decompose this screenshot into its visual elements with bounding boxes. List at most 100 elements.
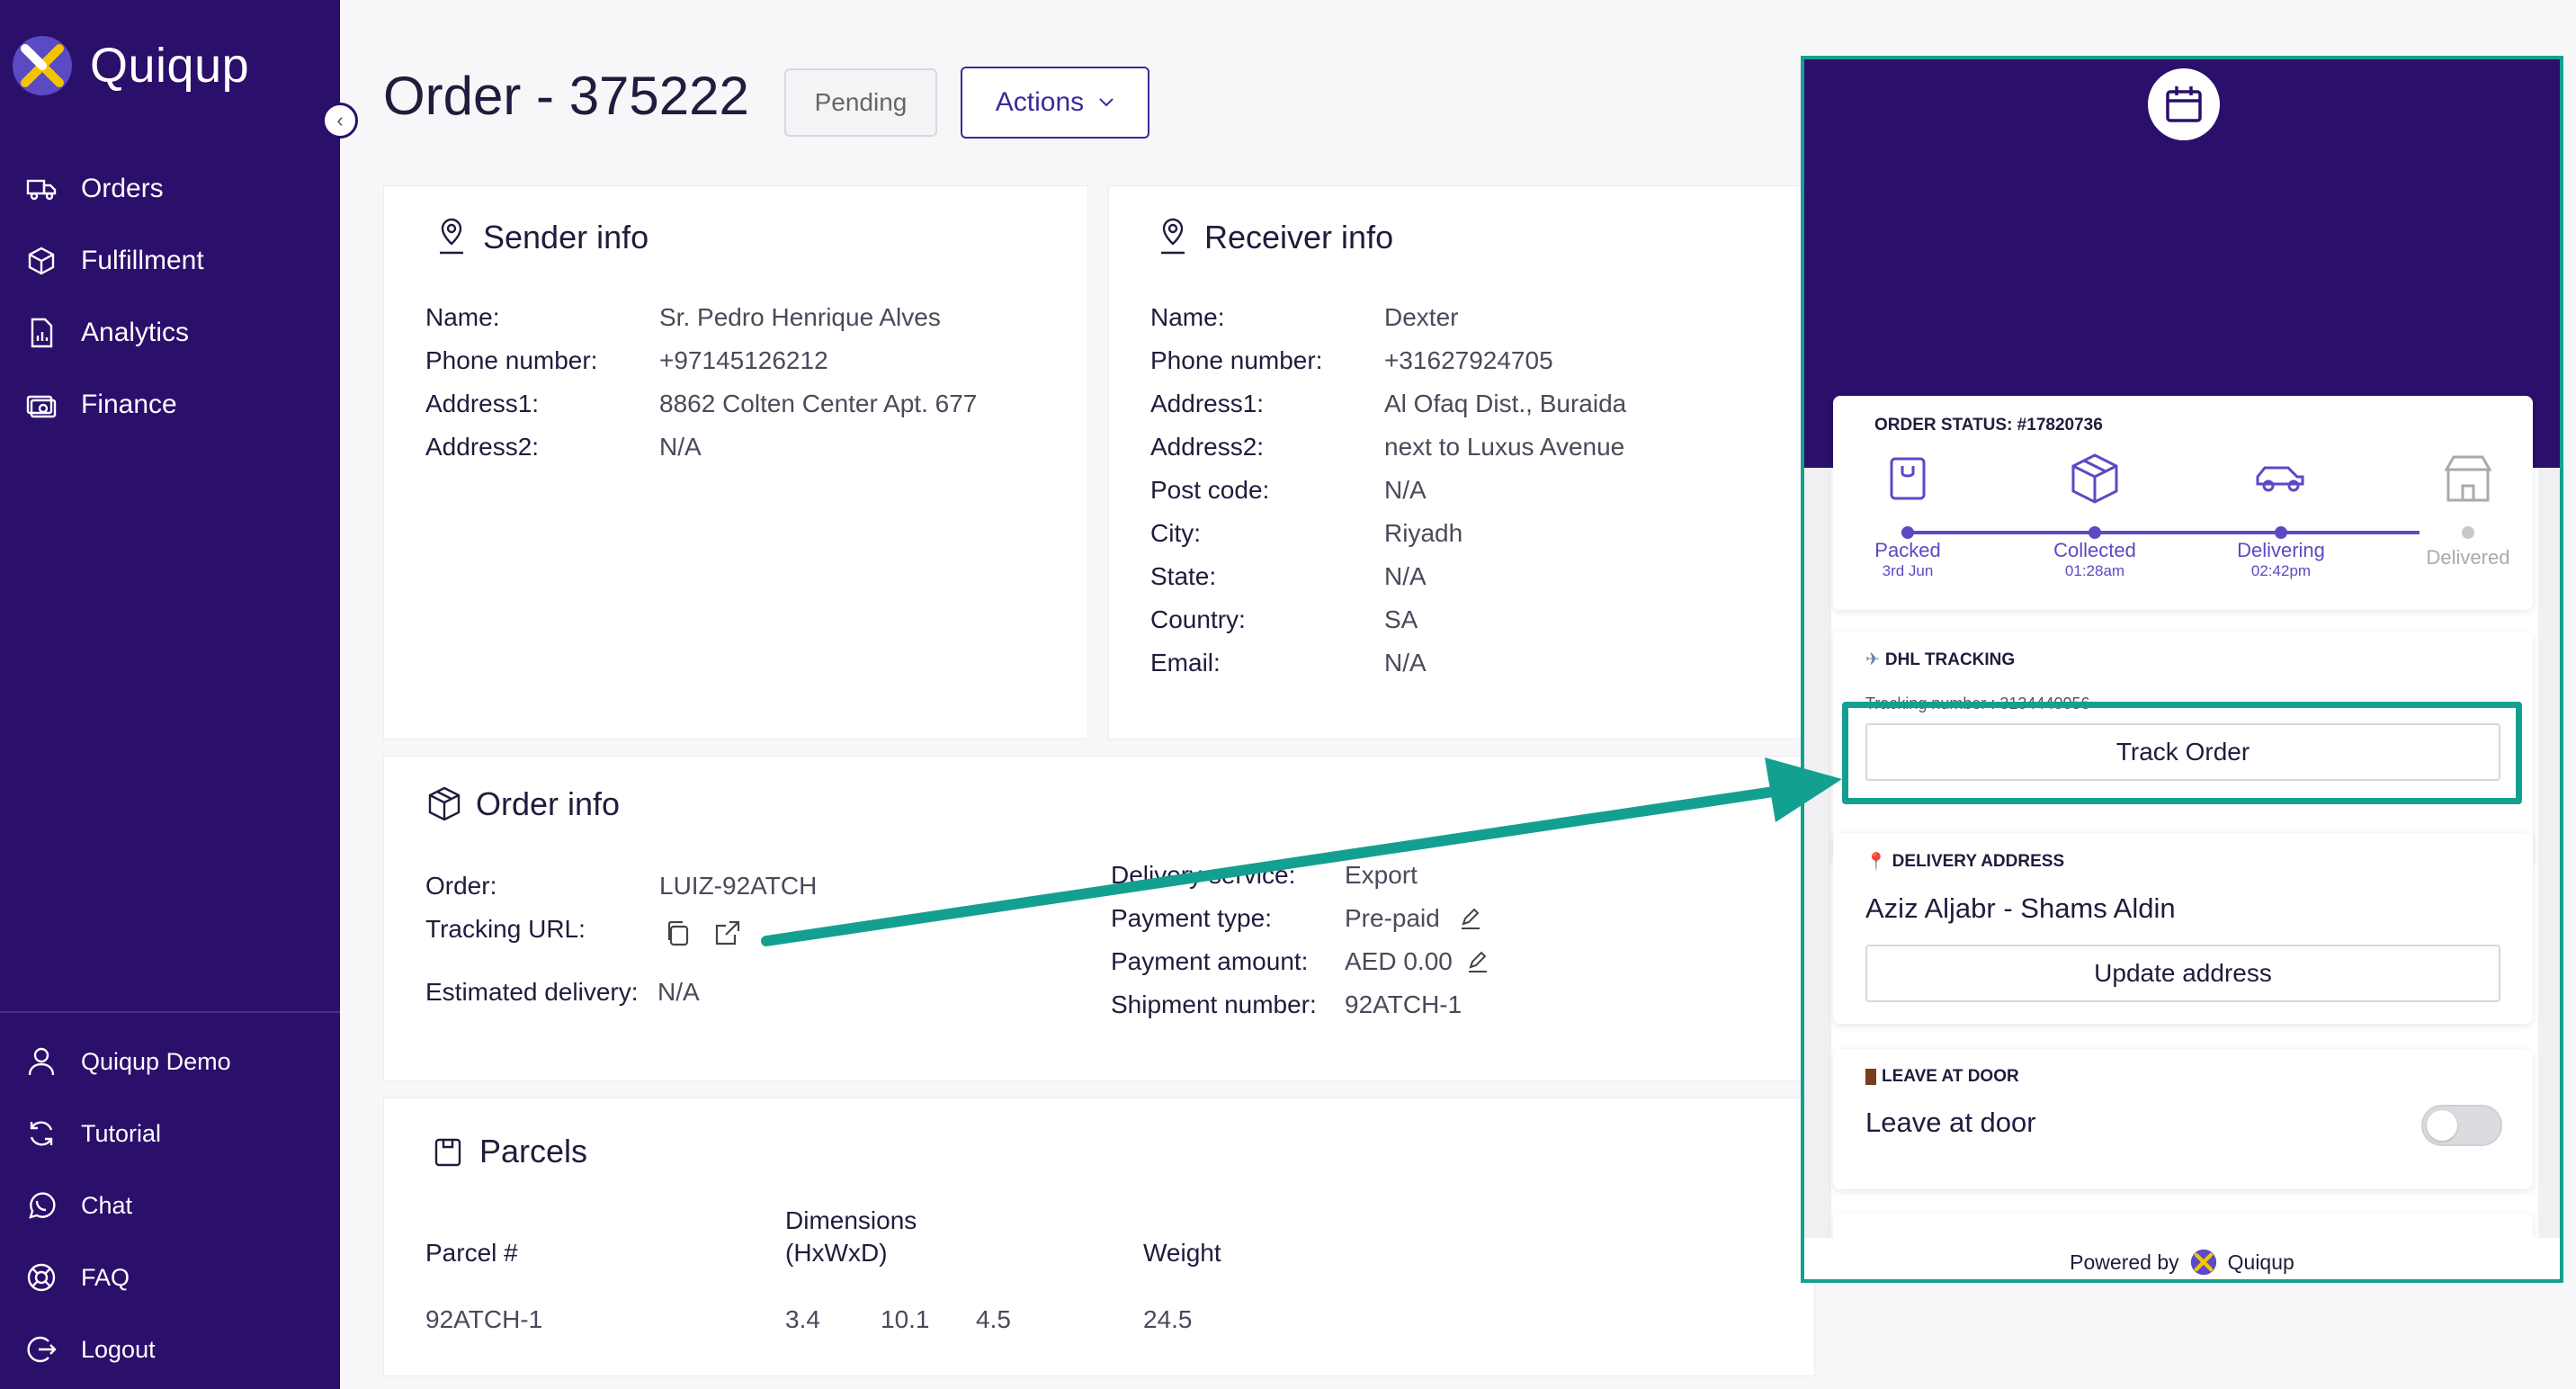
location-pin-icon xyxy=(440,218,463,255)
step-delivering: Delivering 02:42pm xyxy=(2205,452,2357,580)
field-value: N/A xyxy=(1384,649,1427,677)
tracking-page-preview: ORDER STATUS: #17820736 Packed 3rd Jun C… xyxy=(1801,56,2563,1283)
parcels-card: Parcels Parcel # Dimensions (HxWxD) Weig… xyxy=(383,1098,1815,1376)
field-label: Country: xyxy=(1150,605,1246,633)
sidebar-bottom-nav: Quiqup Demo Tutorial Chat FAQ Logout xyxy=(0,1026,340,1385)
table-cell: 10.1 xyxy=(881,1305,930,1333)
card-title-text: Sender info xyxy=(483,219,649,255)
column-header: Weight xyxy=(1143,1239,1221,1267)
order-info-title: Order info xyxy=(425,784,620,825)
field-value: N/A xyxy=(659,433,702,461)
sidebar-nav: Orders Fulfillment Analytics Finance xyxy=(0,153,340,441)
whatsapp-icon xyxy=(29,1192,56,1219)
track-order-button[interactable]: Track Order xyxy=(1865,723,2500,781)
box-icon xyxy=(28,246,55,275)
progress-line xyxy=(1901,531,2419,534)
pin-icon: 📍 xyxy=(1865,853,1887,872)
calendar-icon xyxy=(2166,86,2202,122)
order-status-card: ORDER STATUS: #17820736 Packed 3rd Jun C… xyxy=(1833,396,2533,610)
step-time: 02:42pm xyxy=(2250,562,2312,579)
field-label: Post code: xyxy=(1150,476,1270,504)
powered-by-footer: Powered by Quiqup xyxy=(1804,1238,2560,1279)
sidebar-item-tutorial[interactable]: Tutorial xyxy=(0,1098,340,1169)
section-title-text: DELIVERY ADDRESS xyxy=(1892,852,2065,871)
car-icon xyxy=(2256,466,2304,492)
calendar-badge xyxy=(2148,68,2220,140)
edit-icon[interactable] xyxy=(1458,906,1483,931)
card-title-text: Order info xyxy=(476,785,621,822)
sidebar-item-finance[interactable]: Finance xyxy=(0,369,340,441)
logo[interactable]: Quiqup xyxy=(11,34,249,97)
sidebar: Quiqup Orders Fulfillment Analytics Fina… xyxy=(0,0,340,1389)
external-link-icon[interactable] xyxy=(711,919,742,949)
order-info-card: Order info Order: LUIZ-92ATCH Tracking UR… xyxy=(383,756,1815,1081)
field-value: N/A xyxy=(1384,562,1427,590)
field-value: Dexter xyxy=(1384,303,1459,331)
location-pin-icon xyxy=(1161,218,1185,255)
sidebar-item-label: Fulfillment xyxy=(81,246,204,275)
progress-dot xyxy=(1901,526,1914,539)
sidebar-item-chat[interactable]: Chat xyxy=(0,1169,340,1241)
step-packed: Packed 3rd Jun xyxy=(1831,452,1984,580)
sidebar-item-orders[interactable]: Orders xyxy=(0,153,340,225)
field-label: City: xyxy=(1150,519,1201,547)
box-icon xyxy=(428,786,461,821)
step-label: Delivering xyxy=(2237,539,2325,561)
edit-icon[interactable] xyxy=(1465,949,1490,974)
chevron-down-icon xyxy=(1099,98,1114,107)
delivery-address-title: 📍 DELIVERY ADDRESS xyxy=(1865,851,2064,873)
field-label: Address1: xyxy=(1150,390,1265,417)
card-title-text: Parcels xyxy=(479,1133,588,1169)
box-icon xyxy=(2071,453,2118,504)
field-value: Pre-paid xyxy=(1345,904,1440,932)
field-label: Phone number: xyxy=(425,346,598,374)
sidebar-item-label: Tutorial xyxy=(81,1119,162,1147)
step-label: Collected xyxy=(2053,539,2136,561)
table-cell: 92ATCH-1 xyxy=(425,1305,543,1333)
field-value: Export xyxy=(1345,861,1418,889)
field-label: Name: xyxy=(1150,303,1225,331)
sidebar-item-account[interactable]: Quiqup Demo xyxy=(0,1026,340,1098)
progress-dot xyxy=(2275,526,2287,539)
update-address-button[interactable]: Update address xyxy=(1865,945,2500,1002)
refresh-icon xyxy=(30,1121,53,1146)
collapse-sidebar-button[interactable]: ‹ xyxy=(322,103,358,139)
order-status-title: ORDER STATUS: #17820736 xyxy=(1874,416,2103,435)
logout-icon xyxy=(27,1336,57,1363)
store-icon xyxy=(2444,455,2492,502)
parcels-table: Parcel # Dimensions (HxWxD) Weight 92ATC… xyxy=(425,1206,1325,1359)
sidebar-item-faq[interactable]: FAQ xyxy=(0,1241,340,1313)
field-value: Sr. Pedro Henrique Alves xyxy=(659,303,941,331)
leave-at-door-label: Leave at door xyxy=(1865,1107,2036,1138)
sender-fields: Name: Sr. Pedro Henrique Alves Phone numb… xyxy=(425,303,1055,483)
table-cell: 4.5 xyxy=(976,1305,1011,1333)
step-time: 01:28am xyxy=(2064,562,2125,579)
logo-text: Quiqup xyxy=(90,39,250,93)
order-left-fields: Order: LUIZ-92ATCH Tracking URL: Estimate… xyxy=(425,872,965,1016)
sidebar-item-label: Analytics xyxy=(81,318,190,347)
actions-button[interactable]: Actions xyxy=(961,67,1149,139)
field-value: 8862 Colten Center Apt. 677 xyxy=(659,390,978,417)
field-label: Delivery service: xyxy=(1111,861,1296,889)
sidebar-item-label: Chat xyxy=(81,1191,133,1219)
delivery-address-card: 📍 DELIVERY ADDRESS Aziz Aljabr - Shams A… xyxy=(1833,833,2533,1024)
field-label: Tracking URL: xyxy=(425,915,586,943)
dhl-tracking-title: ✈ DHL TRACKING xyxy=(1865,650,2015,670)
field-label: Payment type: xyxy=(1111,904,1272,932)
sidebar-divider xyxy=(0,1011,340,1013)
sidebar-item-analytics[interactable]: Analytics xyxy=(0,297,340,369)
sidebar-item-fulfillment[interactable]: Fulfillment xyxy=(0,225,340,297)
sidebar-item-logout[interactable]: Logout xyxy=(0,1313,340,1385)
column-header: Parcel # xyxy=(425,1239,518,1267)
progress-dot xyxy=(2462,526,2474,539)
parcel-icon xyxy=(434,1138,461,1167)
copy-icon[interactable] xyxy=(663,919,693,949)
leave-at-door-card: LEAVE AT DOOR Leave at door xyxy=(1833,1049,2533,1189)
receiver-fields: Name: Dexter Phone number: +31627924705 Ad… xyxy=(1150,303,1798,699)
receiver-info-card: Receiver info Name: Dexter Phone number: +… xyxy=(1108,185,1815,739)
status-badge: Pending xyxy=(784,68,937,137)
step-delivered: Delivered xyxy=(2392,452,2545,569)
parcels-title: Parcels xyxy=(429,1131,587,1172)
leave-at-door-toggle[interactable] xyxy=(2421,1105,2502,1146)
column-header: Dimensions xyxy=(785,1206,917,1234)
